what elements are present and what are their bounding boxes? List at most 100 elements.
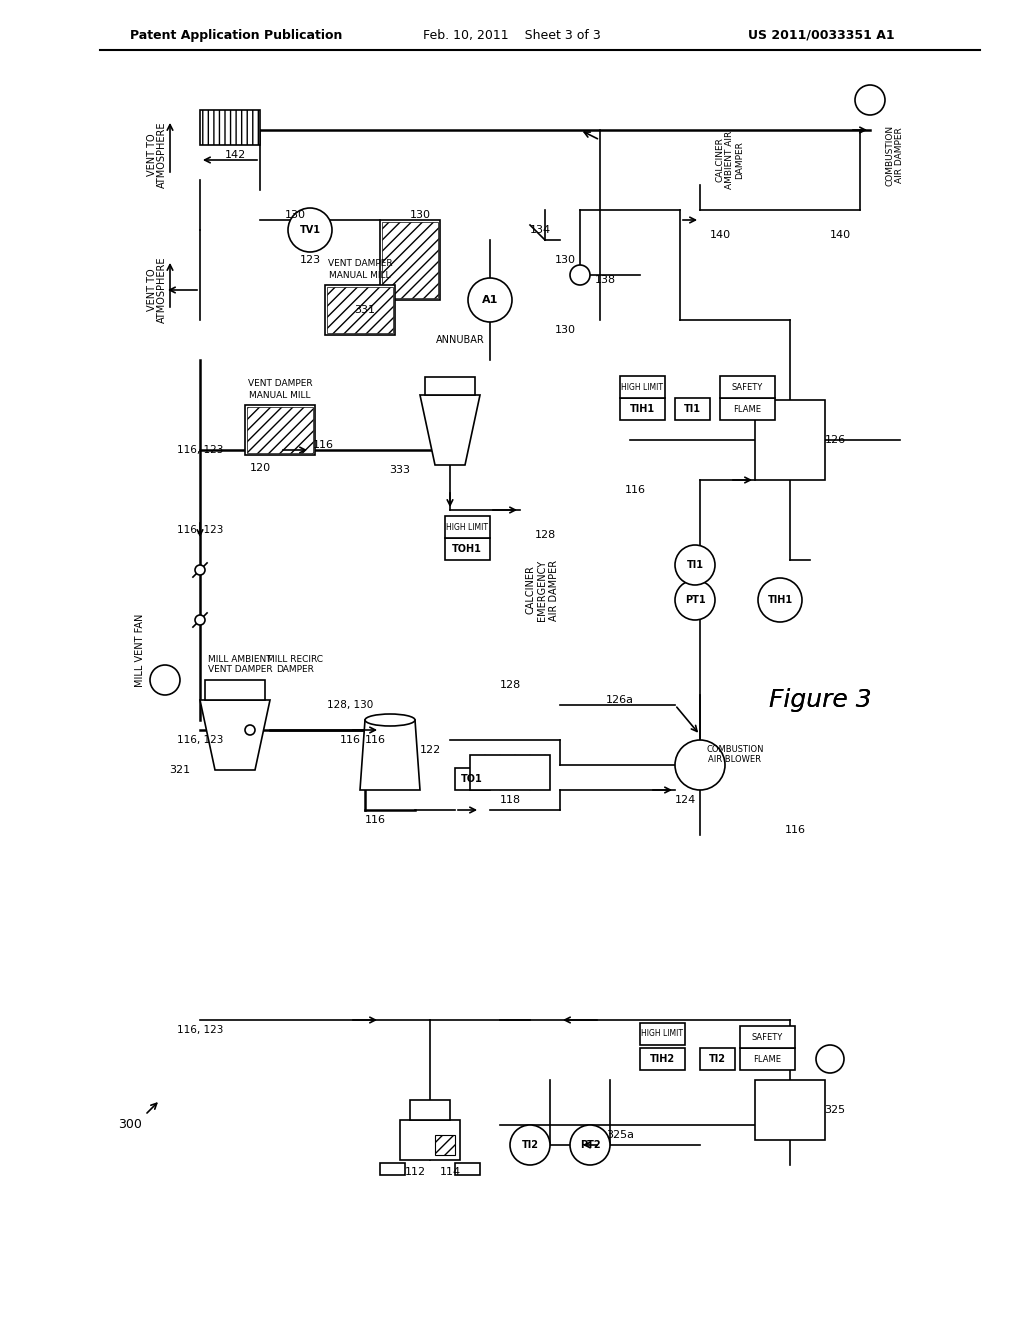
Bar: [740, 1026, 795, 1048]
Circle shape: [510, 1125, 550, 1166]
Text: FLAME: FLAME: [753, 1055, 781, 1064]
Text: 116, 123: 116, 123: [177, 735, 223, 744]
Bar: [740, 1048, 795, 1071]
Text: VENT TO: VENT TO: [147, 133, 157, 177]
Text: SAFETY: SAFETY: [752, 1032, 782, 1041]
Text: 122: 122: [420, 744, 440, 755]
Polygon shape: [200, 700, 270, 770]
Text: 116: 116: [784, 825, 806, 836]
Text: Figure 3: Figure 3: [769, 688, 871, 711]
Text: 128, 130: 128, 130: [327, 700, 373, 710]
Text: 116: 116: [365, 735, 385, 744]
Bar: [425, 378, 475, 395]
Text: CALCINER: CALCINER: [525, 565, 535, 614]
Text: TIH1: TIH1: [767, 595, 793, 605]
Text: 116, 123: 116, 123: [177, 525, 223, 535]
Text: Figure 3: Figure 3: [769, 688, 871, 711]
Text: VENT DAMPER: VENT DAMPER: [328, 259, 392, 268]
Bar: [410, 1100, 450, 1119]
Circle shape: [675, 579, 715, 620]
Circle shape: [195, 565, 205, 576]
Text: AIR DAMPER: AIR DAMPER: [549, 560, 559, 620]
Bar: [435, 1135, 455, 1155]
Text: TV1: TV1: [299, 224, 321, 235]
Text: TIH2: TIH2: [649, 1053, 675, 1064]
Bar: [400, 1119, 460, 1160]
Text: HIGH LIMIT: HIGH LIMIT: [446, 523, 488, 532]
Text: 116: 116: [625, 484, 645, 495]
Circle shape: [245, 725, 255, 735]
Circle shape: [150, 665, 180, 696]
Text: 130: 130: [285, 210, 305, 220]
Text: 321: 321: [169, 766, 190, 775]
Circle shape: [675, 741, 725, 789]
Text: EMERGENCY: EMERGENCY: [537, 560, 547, 620]
Text: 116: 116: [365, 814, 385, 825]
Bar: [380, 220, 440, 300]
Text: SAFETY: SAFETY: [731, 383, 763, 392]
Text: 128: 128: [500, 680, 520, 690]
Text: DAMPER: DAMPER: [735, 141, 744, 180]
Text: AIR DAMPER: AIR DAMPER: [896, 127, 904, 183]
Text: CALCINER: CALCINER: [716, 137, 725, 182]
Text: 142: 142: [224, 150, 246, 160]
Text: 116: 116: [340, 735, 360, 744]
Text: VENT DAMPER: VENT DAMPER: [208, 665, 272, 675]
Text: 116: 116: [312, 440, 334, 450]
Text: VENT TO: VENT TO: [147, 269, 157, 312]
Text: PT1: PT1: [685, 595, 706, 605]
Text: MILL VENT FAN: MILL VENT FAN: [135, 614, 145, 686]
Bar: [205, 680, 265, 700]
Circle shape: [816, 1045, 844, 1073]
Bar: [445, 539, 490, 560]
Bar: [327, 286, 393, 333]
Text: 300: 300: [118, 1118, 142, 1131]
Bar: [200, 110, 260, 145]
Text: TI1: TI1: [686, 560, 703, 570]
Text: MILL RECIRC: MILL RECIRC: [267, 656, 323, 664]
Text: ANNUBAR: ANNUBAR: [435, 335, 484, 345]
Text: TI2: TI2: [521, 1140, 539, 1150]
Bar: [445, 516, 490, 539]
Bar: [720, 399, 775, 420]
Text: TI1: TI1: [683, 404, 700, 414]
Text: 123: 123: [299, 255, 321, 265]
Text: 118: 118: [500, 795, 520, 805]
Text: 325: 325: [824, 1105, 846, 1115]
Text: TOH1: TOH1: [452, 544, 482, 554]
Text: 325a: 325a: [606, 1130, 634, 1140]
Circle shape: [468, 279, 512, 322]
Text: 114: 114: [439, 1167, 461, 1177]
Circle shape: [288, 209, 332, 252]
Bar: [720, 376, 775, 399]
Text: 112: 112: [404, 1167, 426, 1177]
Text: AIR BLOWER: AIR BLOWER: [709, 755, 762, 764]
Circle shape: [855, 84, 885, 115]
Text: TI2: TI2: [709, 1053, 725, 1064]
Circle shape: [675, 545, 715, 585]
Text: HIGH LIMIT: HIGH LIMIT: [641, 1030, 683, 1039]
Text: FLAME: FLAME: [733, 404, 761, 413]
Bar: [470, 755, 550, 789]
Bar: [455, 768, 490, 789]
Text: MANUAL MILL: MANUAL MILL: [249, 391, 310, 400]
Text: 126a: 126a: [606, 696, 634, 705]
Text: 126: 126: [824, 436, 846, 445]
Bar: [640, 1023, 685, 1045]
Text: 116, 123: 116, 123: [177, 1026, 223, 1035]
Text: 124: 124: [675, 795, 695, 805]
Bar: [700, 1048, 735, 1071]
Bar: [380, 1163, 406, 1175]
Text: US 2011/0033351 A1: US 2011/0033351 A1: [749, 29, 895, 41]
Bar: [675, 399, 710, 420]
Polygon shape: [360, 719, 420, 789]
Bar: [382, 222, 438, 298]
Text: HIGH LIMIT: HIGH LIMIT: [621, 383, 663, 392]
Text: Patent Application Publication: Patent Application Publication: [130, 29, 342, 41]
Text: COMBUSTION: COMBUSTION: [886, 124, 895, 186]
Text: 331: 331: [354, 305, 376, 315]
Text: ATMOSPHERE: ATMOSPHERE: [157, 257, 167, 323]
Text: 130: 130: [555, 325, 575, 335]
Bar: [245, 405, 315, 455]
Text: MANUAL MILL: MANUAL MILL: [330, 271, 391, 280]
